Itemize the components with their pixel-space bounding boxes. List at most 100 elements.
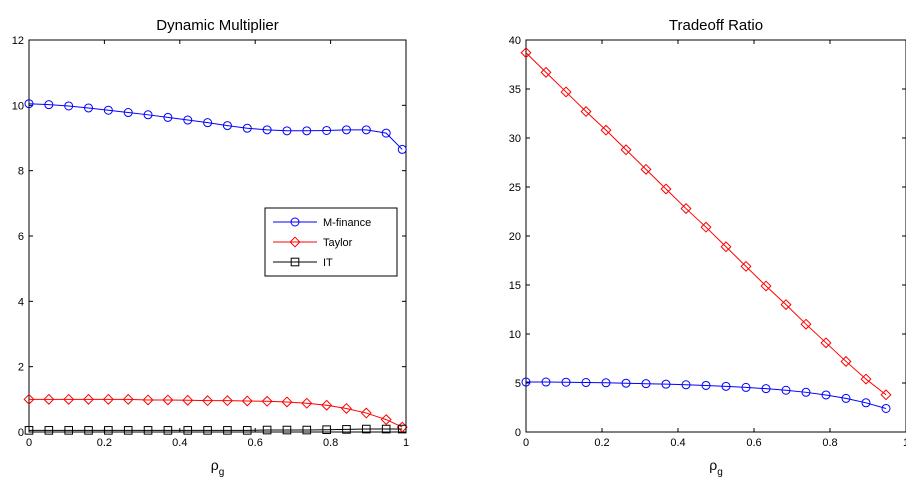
data-point [261, 395, 273, 407]
y-tick-label: 20 [509, 231, 521, 243]
y-tick-label: 2 [18, 362, 24, 374]
data-point [641, 379, 651, 389]
legend-marker [290, 217, 300, 227]
series-taylor [23, 393, 408, 433]
data-point [44, 100, 54, 110]
data-point [720, 241, 732, 253]
y-tick-label: 35 [509, 84, 521, 96]
y-tick-label: 8 [18, 166, 24, 178]
legend: M-finance Taylor IT [264, 207, 398, 277]
data-point [241, 395, 253, 407]
data-point [581, 378, 591, 388]
data-point [380, 414, 392, 426]
x-tick-label: 0.2 [97, 437, 112, 449]
data-point [781, 385, 791, 395]
data-point [540, 66, 552, 78]
data-point [580, 106, 592, 118]
data-point [183, 115, 193, 125]
data-point [262, 125, 272, 135]
data-point [142, 394, 154, 406]
data-point [800, 318, 812, 330]
data-point [203, 118, 213, 128]
data-point [203, 426, 212, 435]
y-tick-label: 0 [18, 427, 24, 439]
data-point [701, 380, 711, 390]
y-tick-label: 4 [18, 296, 24, 308]
data-point [84, 103, 94, 113]
data-point [820, 337, 832, 349]
data-point [122, 393, 134, 405]
legend-marker [290, 257, 300, 267]
data-point [600, 124, 612, 136]
series-line [526, 381, 887, 409]
data-point [182, 394, 194, 406]
data-point [302, 425, 312, 435]
y-tick-label: 10 [509, 329, 521, 341]
data-point [162, 394, 174, 406]
data-point [341, 125, 351, 135]
data-point [601, 378, 611, 388]
series-taylor [520, 47, 892, 401]
data-point [43, 393, 55, 405]
data-point [362, 424, 371, 434]
data-point [123, 426, 133, 435]
data-point [301, 397, 313, 409]
y-tick-label: 15 [509, 280, 521, 292]
data-point [521, 377, 531, 387]
data-point [103, 105, 113, 115]
data-point [520, 47, 532, 59]
data-point [661, 379, 671, 389]
legend-marker [289, 236, 301, 248]
chart-title: Tradeoff Ratio [669, 17, 763, 34]
data-point [242, 426, 252, 435]
data-point [861, 398, 871, 408]
data-point [620, 144, 632, 156]
data-point [821, 390, 831, 400]
data-point [340, 402, 352, 414]
data-point [381, 128, 391, 138]
data-point [143, 426, 153, 435]
series-line [28, 103, 403, 150]
legend-label: M-finance [323, 217, 371, 229]
data-point [721, 381, 731, 391]
data-point [621, 378, 631, 388]
data-point [840, 355, 852, 367]
y-tick-label: 0 [515, 427, 521, 439]
series-line [29, 398, 403, 428]
data-point [282, 425, 292, 435]
data-point [321, 399, 333, 411]
data-point [780, 299, 792, 311]
data-point [322, 425, 331, 435]
data-point [24, 99, 34, 109]
panel-2: Tradeoff Ratio00.20.40.60.81051015202530… [509, 17, 906, 478]
data-point [881, 403, 891, 413]
data-point [102, 393, 114, 405]
data-point [84, 426, 93, 435]
data-point [223, 426, 232, 435]
series-it [24, 424, 407, 435]
x-tick-label: 0 [26, 437, 32, 449]
x-tick-label: 0.2 [594, 437, 609, 449]
x-axis-label: ρg [211, 457, 225, 478]
data-point [202, 395, 214, 407]
x-tick-label: 0 [523, 437, 529, 449]
data-point [880, 389, 892, 401]
data-point [242, 123, 252, 133]
data-point [24, 426, 34, 435]
data-point [541, 377, 551, 387]
data-point [801, 387, 811, 397]
data-point [262, 425, 272, 435]
x-tick-label: 0.4 [670, 437, 685, 449]
x-tick-label: 0.4 [172, 437, 187, 449]
data-point [123, 108, 133, 118]
data-point [302, 126, 312, 136]
x-axis-label: ρg [709, 457, 723, 478]
data-point [740, 260, 752, 272]
y-tick-label: 25 [509, 182, 521, 194]
data-point [860, 373, 872, 385]
chart-title: Dynamic Multiplier [156, 17, 279, 34]
data-point [700, 221, 712, 233]
data-point [282, 126, 292, 136]
data-point [322, 125, 332, 135]
